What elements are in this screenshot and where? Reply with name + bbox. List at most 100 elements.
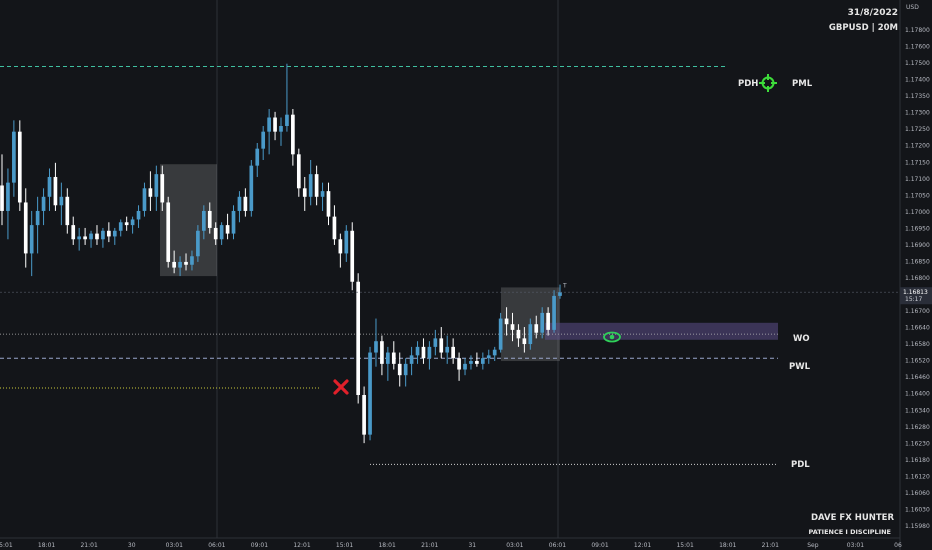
candle-body (83, 236, 87, 240)
crosshair-target-icon (759, 74, 777, 92)
time-tick-label: 21:01 (762, 542, 779, 549)
candle-body (374, 341, 378, 353)
candle-body (445, 346, 450, 353)
time-tick-label: 30 (128, 542, 136, 549)
time-tick-label: 03:01 (506, 542, 523, 549)
candle-body (41, 196, 46, 211)
candle-body (107, 230, 111, 237)
candle-body (368, 352, 372, 435)
candle-body (279, 126, 283, 132)
candle-body (178, 261, 182, 268)
candle-body (546, 312, 550, 330)
candle-body (201, 210, 206, 231)
candle-body (23, 202, 28, 254)
pdh-label: PDH (738, 79, 758, 89)
candle-body (332, 216, 337, 240)
price-tick-label: 1.16800 (905, 275, 930, 282)
candle-body (35, 210, 40, 226)
pwl-label: PWL (789, 362, 811, 372)
candle-body (391, 352, 396, 364)
candle-body (516, 329, 521, 339)
price-tick-label: 1.17250 (905, 126, 930, 133)
candle-body (243, 196, 248, 211)
price-tick-label: 1.17300 (905, 110, 930, 117)
candle-body (409, 355, 414, 364)
pdl-label: PDL (791, 460, 810, 470)
time-tick-label: 06:01 (549, 542, 566, 549)
time-tick-label: 03:01 (847, 542, 864, 549)
candle-body (451, 346, 455, 359)
price-tick-label: 1.17150 (905, 159, 930, 166)
candle-body (397, 363, 402, 376)
candle-body (255, 148, 260, 166)
candle-body (261, 131, 266, 149)
price-tick-label: 1.17350 (905, 93, 930, 100)
price-tick-label: 1.16180 (905, 457, 930, 464)
candle-body (213, 227, 218, 240)
candle-body (362, 395, 366, 435)
candle-body (421, 346, 426, 359)
candle-body (427, 346, 432, 359)
candle-body (95, 233, 99, 240)
candle-body (17, 131, 22, 203)
candle-body (112, 230, 117, 237)
candle-body (130, 219, 135, 226)
price-tick-label: 1.16460 (905, 374, 930, 381)
candle-body (338, 239, 343, 254)
tick-marker: T (562, 283, 567, 290)
candle-body (118, 222, 123, 231)
price-tick-label: 1.17050 (905, 192, 930, 199)
candle-body (380, 341, 384, 364)
time-tick-label: 12:01 (634, 542, 651, 549)
candle-body (219, 225, 224, 240)
candle-body (469, 361, 473, 364)
candle-body (540, 312, 545, 333)
candle-body (558, 292, 562, 296)
candle-body (403, 363, 408, 376)
price-tick-label: 1.16700 (905, 308, 930, 315)
price-tick-label: 1.17000 (905, 209, 930, 216)
wo-zone-rect (545, 322, 778, 340)
candle-body (154, 174, 159, 197)
candle-body (492, 349, 497, 356)
price-tick-label: 1.16850 (905, 258, 930, 265)
price-tick-label: 1.16120 (905, 473, 930, 480)
candle-body (12, 131, 16, 183)
candle-body (314, 174, 319, 197)
candle-body (225, 225, 230, 234)
candle-body (136, 210, 141, 220)
candle-body (65, 196, 70, 226)
time-tick-label: 06:01 (208, 542, 225, 549)
time-tick-label: 21:01 (80, 542, 97, 549)
chart-date: 31/8/2022 (847, 8, 898, 18)
price-tick-label: 1.17800 (905, 27, 930, 34)
price-tick-label: 1.16280 (905, 424, 930, 431)
current-price-marker: 1.16813 15:17 (0, 287, 932, 305)
time-tick-label: 31 (468, 542, 476, 549)
price-tick-label: 1.16580 (905, 341, 930, 348)
time-tick-label: 15:01 (0, 542, 13, 549)
price-tick-label: 1.16400 (905, 391, 930, 398)
candle-body (296, 154, 301, 189)
time-tick-label: 18:01 (719, 542, 736, 549)
candle-body (344, 230, 349, 254)
candle-body (273, 117, 277, 132)
price-tick-label: 1.16950 (905, 225, 930, 232)
price-tick-label: 1.17400 (905, 77, 930, 84)
price-tick-label: 1.16520 (905, 358, 930, 365)
brand-name: DAVE FX HUNTER (811, 513, 894, 523)
wo-label: WO (793, 334, 810, 344)
price-tick-label: 1.17600 (905, 44, 930, 51)
time-axis[interactable]: 15:01 18:01 21:01 30 03:01 06:01 09:01 12:01 15:… (0, 542, 902, 549)
candle-body (433, 338, 438, 347)
price-tick-label: 1.17200 (905, 143, 930, 150)
candle-body (386, 352, 390, 364)
candle-body (29, 225, 34, 254)
price-tick-label: 1.16230 (905, 440, 930, 447)
candle-body (285, 114, 289, 127)
candle-body (89, 233, 93, 240)
candle-body (504, 318, 509, 325)
chart-symbol: GBPUSD | 20M (828, 23, 898, 33)
pml-label: PML (792, 79, 813, 89)
